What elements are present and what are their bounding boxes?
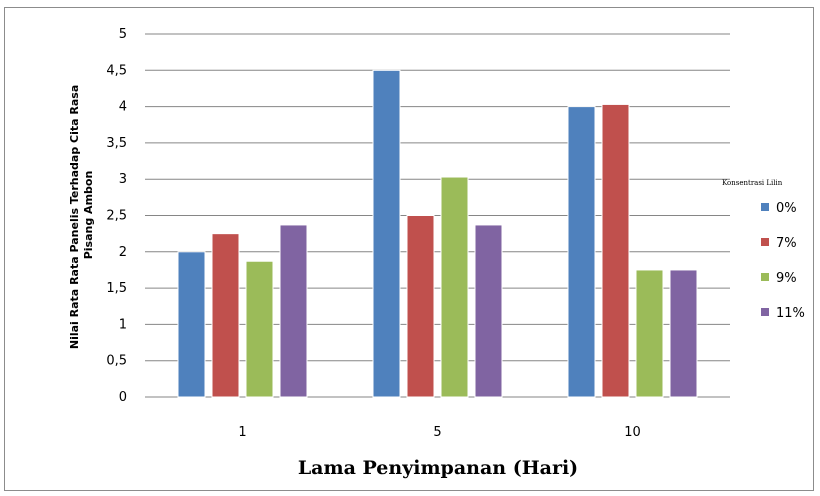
bar-11pct-day-10 [669,269,698,398]
legend: Konsentrasi Lilin 0% 7% 9% 11% [722,179,805,321]
legend-label: 7% [776,236,797,251]
bar-0pct-day-10 [567,106,596,398]
y-tick-label: 5 [119,27,127,42]
legend-swatch [761,273,769,281]
bar-7pct-day-1 [211,233,240,398]
y-tick-label: 2 [119,245,127,260]
bar-9pct-day-1 [245,260,274,398]
y-tick-label: 4,5 [106,63,127,78]
y-tick-label: 3 [119,172,127,187]
y-tick-label: 3,5 [106,136,127,151]
y-axis-label-line-2: Pisang Ambon [82,171,95,260]
x-tick-label: 1 [238,425,246,440]
bar-7pct-day-10 [601,103,630,398]
legend-swatch [761,308,769,316]
y-tick-label: 4 [119,100,127,115]
x-tick-labels: 1 5 10 [238,425,640,440]
bar-0pct-day-1 [177,251,206,398]
gridlines [145,33,730,398]
bar-11pct-day-1 [279,224,308,398]
y-tick-label: 0 [119,390,127,405]
y-tick-label: 0,5 [106,354,127,369]
legend-label: 11% [776,306,805,321]
legend-label: 9% [776,271,797,286]
legend-swatch [761,238,769,246]
y-tick-label: 1 [119,317,127,332]
y-axis-label: Nilai Rata Rata Panelis Terhadap Cita Ra… [68,81,95,349]
legend-swatch [761,203,769,211]
bar-9pct-day-5 [440,176,469,398]
bar-11pct-day-5 [474,224,503,398]
bars [177,69,698,398]
legend-label: 0% [776,201,797,216]
legend-title: Konsentrasi Lilin [722,179,783,187]
bar-9pct-day-10 [635,269,664,398]
x-axis-label: Lama Penyimpanan (Hari) [298,457,578,479]
y-tick-labels: 0 0,5 1 1,5 2 2,5 3 3,5 4 4,5 5 [106,27,127,405]
bar-0pct-day-5 [372,69,401,398]
bar-7pct-day-5 [406,215,435,398]
x-tick-label: 10 [624,425,641,440]
y-axis-label-line-1: Nilai Rata Rata Panelis Terhadap Cita Ra… [68,85,81,349]
y-tick-label: 1,5 [106,281,127,296]
y-tick-label: 2,5 [106,209,127,224]
x-tick-label: 5 [433,425,441,440]
